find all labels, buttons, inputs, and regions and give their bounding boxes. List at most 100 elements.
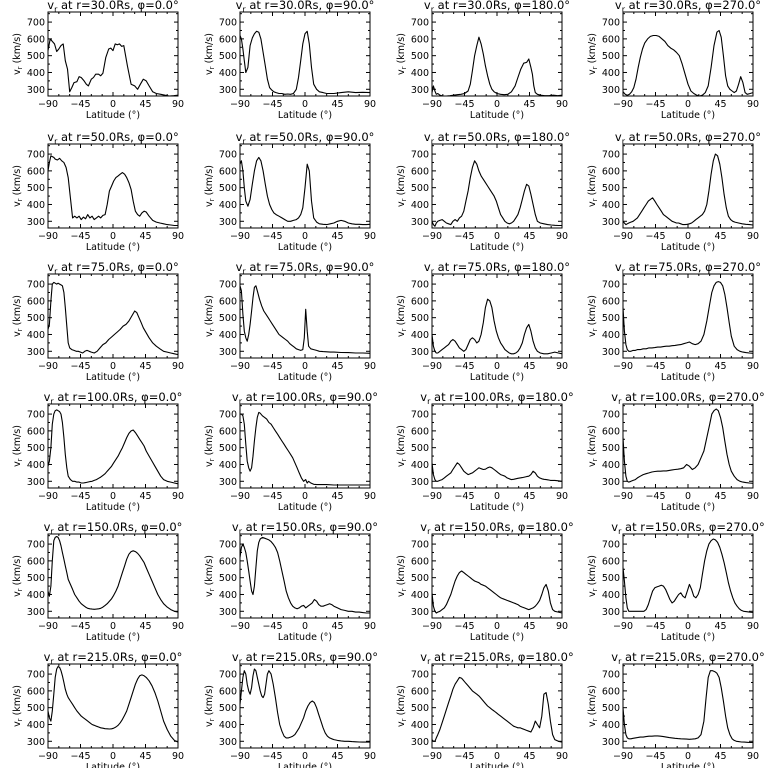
panel-0-2: vr at r=30.0Rs, φ=180.0° −90 −45 0 45 90 300 40… — [396, 0, 570, 121]
panel-title: vr at r=215.0Rs, φ=180.0° — [420, 650, 573, 666]
y-tick-label: 300 — [219, 347, 237, 358]
plot-frame — [47, 143, 179, 229]
y-tick-label: 700 — [27, 540, 45, 551]
y-tick-label: 700 — [411, 150, 429, 161]
y-tick-label: 700 — [27, 410, 45, 421]
x-tick-label: 0 — [494, 491, 500, 502]
series-line — [47, 665, 179, 743]
series-line — [239, 30, 371, 95]
x-tick-label: 45 — [331, 361, 343, 372]
x-tick-label: −45 — [70, 621, 90, 632]
y-tick-label: 300 — [602, 217, 620, 228]
x-tick-label: −90 — [38, 621, 58, 632]
y-tick-label: 500 — [602, 313, 620, 324]
x-tick-label: 0 — [494, 99, 500, 110]
panel-title: vr at r=150.0Rs, φ=180.0° — [420, 520, 573, 536]
x-tick-label: 90 — [172, 361, 184, 372]
panel-3-1: vr at r=100.0Rs, φ=90.0° −90 −45 0 45 90 300 40… — [204, 390, 378, 513]
x-axis-label: Latitude (°) — [86, 242, 140, 253]
y-tick-label: 400 — [27, 590, 45, 601]
y-tick-label: 700 — [219, 280, 237, 291]
y-tick-label: 600 — [602, 426, 620, 437]
panel-title: vr at r=50.0Rs, φ=90.0° — [236, 130, 375, 146]
y-tick-label: 400 — [219, 68, 237, 79]
panel-5-0: vr at r=215.0Rs, φ=0.0° −90 −45 0 45 90 300 400… — [12, 650, 184, 768]
y-tick-label: 300 — [219, 477, 237, 488]
y-tick-label: 300 — [411, 347, 429, 358]
x-axis-label: Latitude (°) — [470, 632, 524, 643]
panel-2-3: vr at r=75.0Rs, φ=270.0° −90 −45 0 45 90 300 40… — [587, 260, 761, 383]
plot-frame — [239, 663, 371, 749]
x-tick-label: 0 — [685, 231, 691, 242]
panel-title: vr at r=75.0Rs, φ=270.0° — [615, 260, 761, 276]
panel-2-1: vr at r=75.0Rs, φ=90.0° −90 −45 0 45 90 300 400… — [204, 260, 376, 383]
y-tick-label: 300 — [602, 477, 620, 488]
y-tick-label: 300 — [27, 737, 45, 748]
x-tick-label: −90 — [38, 751, 58, 762]
x-tick-label: −45 — [645, 99, 665, 110]
y-tick-label: 600 — [602, 556, 620, 567]
panel-0-3: vr at r=30.0Rs, φ=270.0° −90 −45 0 45 90 300 40… — [587, 0, 761, 121]
x-tick-label: −90 — [230, 621, 250, 632]
y-tick-label: 400 — [411, 68, 429, 79]
y-axis-label: vr (km/s) — [587, 165, 599, 207]
x-tick-label: 45 — [523, 99, 535, 110]
x-tick-label: −45 — [454, 491, 474, 502]
y-tick-label: 300 — [27, 217, 45, 228]
x-tick-label: 0 — [110, 751, 116, 762]
x-tick-label: −45 — [262, 99, 282, 110]
x-axis-label: Latitude (°) — [278, 762, 332, 768]
y-axis-label: vr (km/s) — [587, 33, 599, 75]
x-tick-label: −45 — [262, 491, 282, 502]
y-tick-label: 700 — [219, 670, 237, 681]
x-tick-label: 0 — [685, 621, 691, 632]
x-axis-label: Latitude (°) — [470, 762, 524, 768]
x-tick-label: −45 — [645, 361, 665, 372]
x-tick-label: 45 — [139, 491, 151, 502]
x-tick-label: 0 — [685, 99, 691, 110]
series-line — [239, 285, 371, 354]
panel-title: vr at r=100.0Rs, φ=270.0° — [611, 390, 764, 406]
x-tick-label: 90 — [364, 99, 376, 110]
y-tick-label: 300 — [602, 737, 620, 748]
x-tick-label: 45 — [523, 751, 535, 762]
x-tick-label: 45 — [714, 99, 726, 110]
y-tick-label: 300 — [27, 607, 45, 618]
x-tick-label: −90 — [613, 621, 633, 632]
plot-frame — [622, 663, 754, 749]
x-tick-label: −90 — [230, 361, 250, 372]
x-tick-label: 90 — [747, 99, 759, 110]
y-tick-label: 600 — [411, 686, 429, 697]
x-axis-label: Latitude (°) — [86, 632, 140, 643]
x-axis-label: Latitude (°) — [278, 110, 332, 121]
panel-title: vr at r=215.0Rs, φ=90.0° — [232, 650, 378, 666]
panel-title: vr at r=30.0Rs, φ=0.0° — [47, 0, 179, 14]
y-tick-label: 300 — [219, 607, 237, 618]
x-tick-label: 90 — [747, 491, 759, 502]
x-tick-label: 90 — [364, 231, 376, 242]
y-tick-label: 300 — [602, 607, 620, 618]
x-tick-label: 90 — [172, 751, 184, 762]
y-axis-label: vr (km/s) — [587, 425, 599, 467]
y-tick-label: 300 — [411, 607, 429, 618]
x-tick-label: 45 — [714, 621, 726, 632]
panel-title: vr at r=75.0Rs, φ=0.0° — [47, 260, 179, 276]
y-tick-label: 300 — [602, 347, 620, 358]
panel-1-1: vr at r=50.0Rs, φ=90.0° −90 −45 0 45 90 300 400… — [204, 130, 376, 253]
x-tick-label: −45 — [262, 621, 282, 632]
x-axis-label: Latitude (°) — [278, 502, 332, 513]
y-tick-label: 400 — [27, 68, 45, 79]
y-tick-label: 600 — [27, 34, 45, 45]
panel-title: vr at r=30.0Rs, φ=270.0° — [615, 0, 761, 14]
y-axis-label: vr (km/s) — [204, 685, 216, 727]
y-tick-label: 500 — [219, 183, 237, 194]
series-line — [47, 281, 179, 356]
y-tick-label: 600 — [27, 556, 45, 567]
x-tick-label: −90 — [422, 621, 442, 632]
y-axis-label: vr (km/s) — [396, 165, 408, 207]
x-axis-label: Latitude (°) — [86, 762, 140, 768]
y-tick-label: 700 — [602, 18, 620, 29]
y-tick-label: 300 — [219, 737, 237, 748]
x-axis-label: Latitude (°) — [470, 110, 524, 121]
x-tick-label: −45 — [70, 491, 90, 502]
